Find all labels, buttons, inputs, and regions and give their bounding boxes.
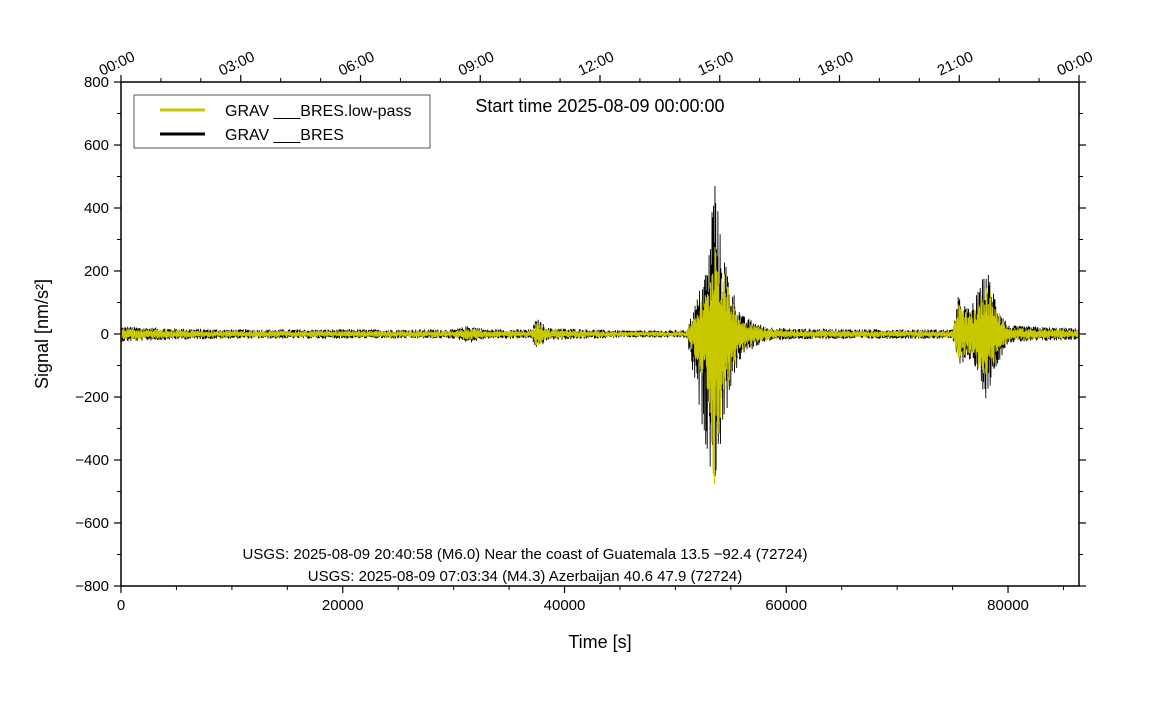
x-axis: 0 20000 40000 60000 80000 bbox=[117, 586, 1064, 614]
y-tick-label: 0 bbox=[101, 326, 109, 343]
y-tick-label: −600 bbox=[75, 515, 109, 532]
y-tick-label: 200 bbox=[84, 263, 109, 280]
top-tick-label: 00:00 bbox=[1054, 48, 1095, 79]
y-tick-label: 800 bbox=[84, 74, 109, 91]
annotation-azerbaijan: USGS: 2025-08-09 07:03:34 (M4.3) Azerbai… bbox=[308, 568, 742, 585]
y-tick-label: 600 bbox=[84, 137, 109, 154]
x-tick-label: 0 bbox=[117, 597, 125, 614]
series-raw-trace bbox=[120, 186, 1080, 476]
series-lowpass-trace bbox=[120, 247, 1080, 485]
top-tick-label: 18:00 bbox=[815, 48, 856, 79]
x-tick-label: 60000 bbox=[765, 597, 807, 614]
y-tick-label: −400 bbox=[75, 452, 109, 469]
plot-area bbox=[120, 186, 1080, 485]
y-tick-label: −200 bbox=[75, 389, 109, 406]
top-tick-label: 15:00 bbox=[695, 48, 736, 79]
x-tick-label: 80000 bbox=[987, 597, 1029, 614]
top-tick-label: 21:00 bbox=[935, 48, 976, 79]
x-axis-label: Time [s] bbox=[568, 632, 631, 652]
chart-title: Start time 2025-08-09 00:00:00 bbox=[475, 96, 724, 116]
legend: GRAV ___BRES.low-pass GRAV ___BRES bbox=[133, 94, 431, 149]
y-tick-label: 400 bbox=[84, 200, 109, 217]
top-tick-label: 03:00 bbox=[216, 48, 257, 79]
y-axis: 800 600 400 200 0 −200 −400 −600 −800 bbox=[75, 74, 1086, 595]
top-tick-label: 12:00 bbox=[575, 48, 616, 79]
legend-label-raw: GRAV ___BRES bbox=[225, 127, 344, 144]
y-tick-label: −800 bbox=[75, 578, 109, 595]
top-tick-label: 06:00 bbox=[336, 48, 377, 79]
x-tick-label: 20000 bbox=[322, 597, 364, 614]
annotation-guatemala: USGS: 2025-08-09 20:40:58 (M6.0) Near th… bbox=[243, 546, 808, 563]
x-tick-label: 40000 bbox=[544, 597, 586, 614]
legend-label-lowpass: GRAV ___BRES.low-pass bbox=[225, 103, 411, 120]
top-time-axis: 00:00 03:00 06:00 09:00 12:00 15:00 18:00 21:00… bbox=[96, 48, 1096, 82]
y-axis-label: Signal [nm/s²] bbox=[32, 279, 52, 389]
top-tick-label: 09:00 bbox=[456, 48, 497, 79]
legend-box bbox=[133, 94, 431, 149]
